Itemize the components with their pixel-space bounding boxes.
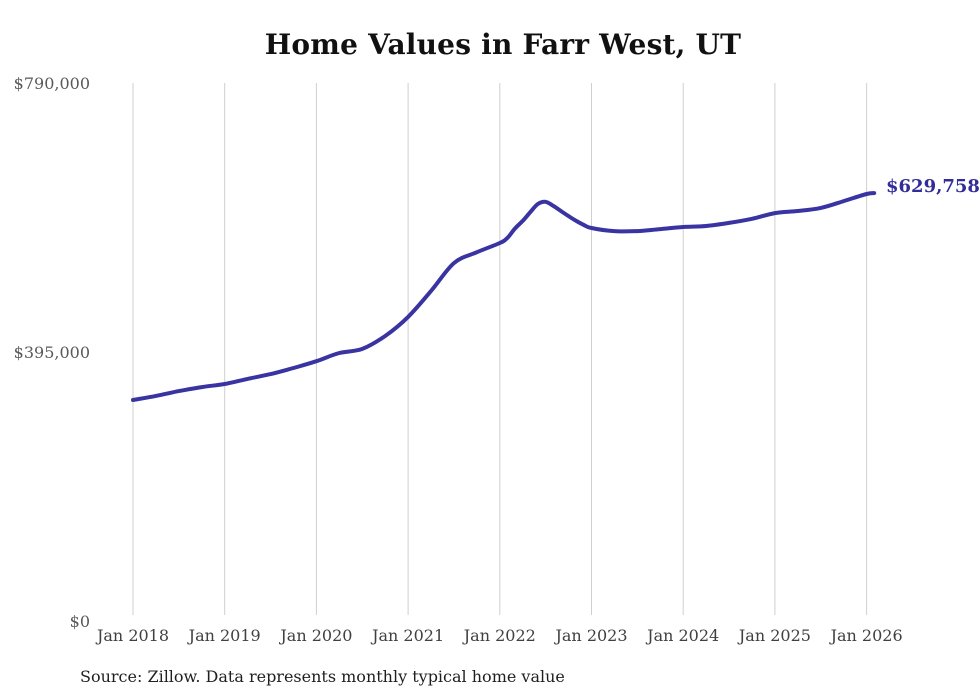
x-axis-tick-label: Jan 2021 (372, 626, 445, 645)
x-axis-tick-label: Jan 2025 (738, 626, 811, 645)
y-axis-tick-label: $790,000 (13, 74, 90, 93)
x-axis-tick-label: Jan 2019 (188, 626, 261, 645)
x-axis-tick-label: Jan 2026 (830, 626, 903, 645)
y-axis-tick-label: $395,000 (13, 343, 90, 362)
x-axis-tick-label: Jan 2020 (280, 626, 353, 645)
last-value-label: $629,758 (886, 176, 980, 197)
x-axis-tick-label: Jan 2018 (96, 626, 170, 645)
x-axis-tick-label: Jan 2024 (647, 626, 720, 645)
value-line (131, 191, 877, 402)
x-axis-tick-label: Jan 2023 (555, 626, 628, 645)
source-note: Source: Zillow. Data represents monthly … (80, 667, 565, 686)
y-axis-tick-label: $0 (69, 612, 90, 631)
chart-title: Home Values in Farr West, UT (264, 28, 742, 61)
x-axis-tick-label: Jan 2022 (463, 626, 536, 645)
